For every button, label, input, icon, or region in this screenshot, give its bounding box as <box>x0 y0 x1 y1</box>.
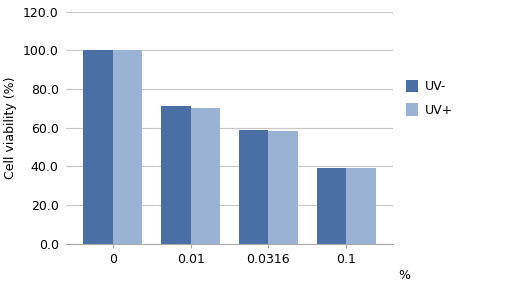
Y-axis label: Cell viability (%): Cell viability (%) <box>4 76 17 179</box>
Bar <box>268 131 297 244</box>
Bar <box>190 108 220 244</box>
Legend: UV-, UV+: UV-, UV+ <box>402 76 456 121</box>
Bar <box>238 130 268 244</box>
Bar <box>161 106 190 244</box>
Bar <box>316 168 346 244</box>
Bar <box>112 50 142 244</box>
Bar <box>83 50 112 244</box>
Bar <box>346 168 375 244</box>
Text: %: % <box>398 269 409 282</box>
